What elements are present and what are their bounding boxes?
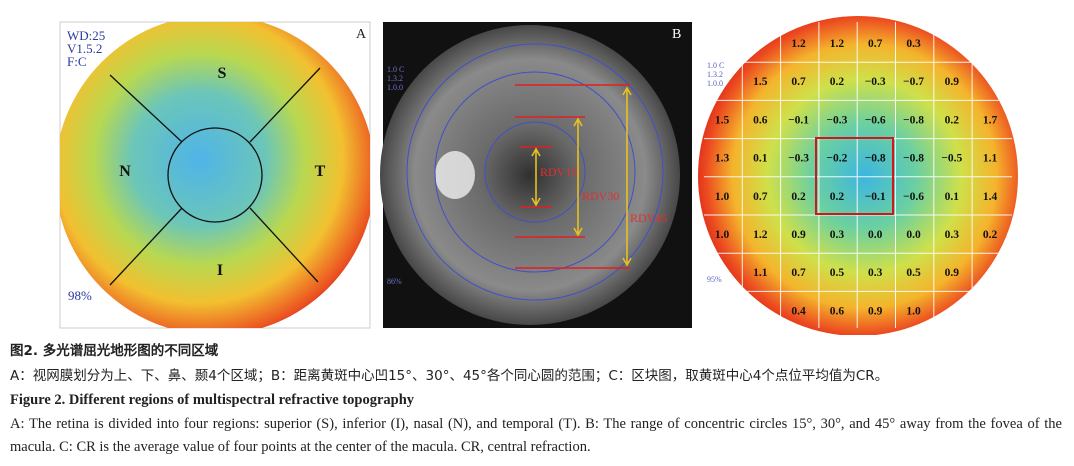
cell-value: 1.0 — [715, 191, 730, 203]
caption-en-text: A: The retina is divided into four regio… — [10, 416, 1062, 455]
cell-value: 0.5 — [830, 267, 845, 279]
region-label: S — [218, 65, 227, 82]
caption-zh-title: 图2. 多光谱屈光地形图的不同区域 — [10, 343, 219, 359]
device-info: V1.5.2 — [67, 41, 102, 56]
cell-value: −0.7 — [903, 76, 924, 88]
cell-value: 0.3 — [945, 229, 960, 241]
cell-value: 0.2 — [983, 229, 998, 241]
cell-value: −0.8 — [865, 153, 886, 165]
cell-value: 0.0 — [868, 229, 883, 241]
caption-zh-text: A：视网膜划分为上、下、鼻、颞4个区域；B：距离黄斑中心凹15°、30°、45°… — [10, 368, 889, 384]
cell-value: 1.2 — [791, 38, 806, 50]
cell-value: −0.2 — [826, 153, 847, 165]
cell-value: 1.5 — [715, 114, 730, 126]
quality: 98% — [68, 288, 92, 303]
device-info: 1.0 C — [707, 61, 724, 70]
cell-value: 1.1 — [983, 153, 998, 165]
ring-label: RDV45 — [630, 211, 667, 225]
device-info: 1.3.2 — [707, 70, 723, 79]
cell-value: 1.0 — [715, 229, 730, 241]
cell-value: 0.2 — [791, 191, 806, 203]
cell-value: 1.7 — [983, 114, 998, 126]
cell-value: 0.2 — [830, 191, 845, 203]
cell-value: 1.1 — [753, 267, 768, 279]
device-info: 1.0.0 — [707, 79, 723, 88]
cell-value: −0.1 — [865, 191, 886, 203]
region-label: I — [217, 262, 223, 279]
cell-value: 0.5 — [906, 267, 921, 279]
cell-value: 0.1 — [753, 153, 768, 165]
cell-value: −0.8 — [903, 153, 924, 165]
cell-value: −0.3 — [865, 76, 886, 88]
cell-value: 0.9 — [791, 229, 806, 241]
panel-label: A — [356, 27, 367, 42]
cell-value: 0.7 — [868, 38, 883, 50]
cell-value: 1.2 — [753, 229, 768, 241]
cell-value: 0.7 — [791, 267, 806, 279]
cell-value: −0.5 — [941, 153, 962, 165]
panel-b: B 1.0 C1.3.21.0.0 86% RDV15 RDV30 RDV45 — [380, 22, 692, 328]
caption-en-title: Figure 2. Different regions of multispec… — [10, 392, 415, 408]
cell-value: −0.3 — [826, 114, 847, 126]
ring-label: RDV15 — [540, 165, 577, 179]
cell-value: 0.3 — [906, 38, 921, 50]
device-info: 1.0 C — [387, 65, 404, 74]
panel-label: B — [672, 27, 681, 42]
cell-value: 0.6 — [830, 305, 845, 317]
region-label: T — [315, 163, 326, 180]
cell-value: −0.6 — [903, 191, 924, 203]
cell-value: 0.2 — [830, 76, 845, 88]
cell-value: 0.7 — [791, 76, 806, 88]
panel-label: C — [992, 27, 1001, 42]
cell-value: 1.3 — [715, 153, 730, 165]
cell-value: 1.4 — [983, 191, 998, 203]
cell-value: 1.2 — [830, 38, 845, 50]
cell-value: 0.9 — [945, 76, 960, 88]
cell-value: −0.8 — [903, 114, 924, 126]
cell-value: −0.3 — [788, 153, 809, 165]
cell-value: 0.4 — [791, 305, 806, 317]
cell-value: 0.9 — [868, 305, 883, 317]
ring-label: RDV30 — [582, 189, 619, 203]
device-info: 1.0.0 — [387, 83, 403, 92]
cell-value: 0.9 — [945, 267, 960, 279]
cell-value: −0.1 — [788, 114, 809, 126]
cell-value: 0.0 — [906, 229, 921, 241]
cell-value: 0.3 — [868, 267, 883, 279]
cell-value: 1.0 — [906, 305, 921, 317]
panel-c: C 1.0 C1.3.21.0.0 95% 1.2 1.2 0.7 0.3 1.5 0.7 0.2… — [698, 16, 1018, 335]
quality: 95% — [707, 275, 722, 284]
region-label: N — [119, 163, 131, 180]
cell-value: 1.5 — [753, 76, 768, 88]
cell-value: −0.6 — [865, 114, 886, 126]
device-info: WD:25 — [67, 28, 105, 43]
quality: 86% — [387, 277, 402, 286]
device-info: F:C — [67, 54, 87, 69]
device-info: 1.3.2 — [387, 74, 403, 83]
cell-value: 0.3 — [830, 229, 845, 241]
cell-value: 0.7 — [753, 191, 768, 203]
cell-value: 0.6 — [753, 114, 768, 126]
cell-value: 0.1 — [945, 191, 960, 203]
cell-value: 0.2 — [945, 114, 960, 126]
